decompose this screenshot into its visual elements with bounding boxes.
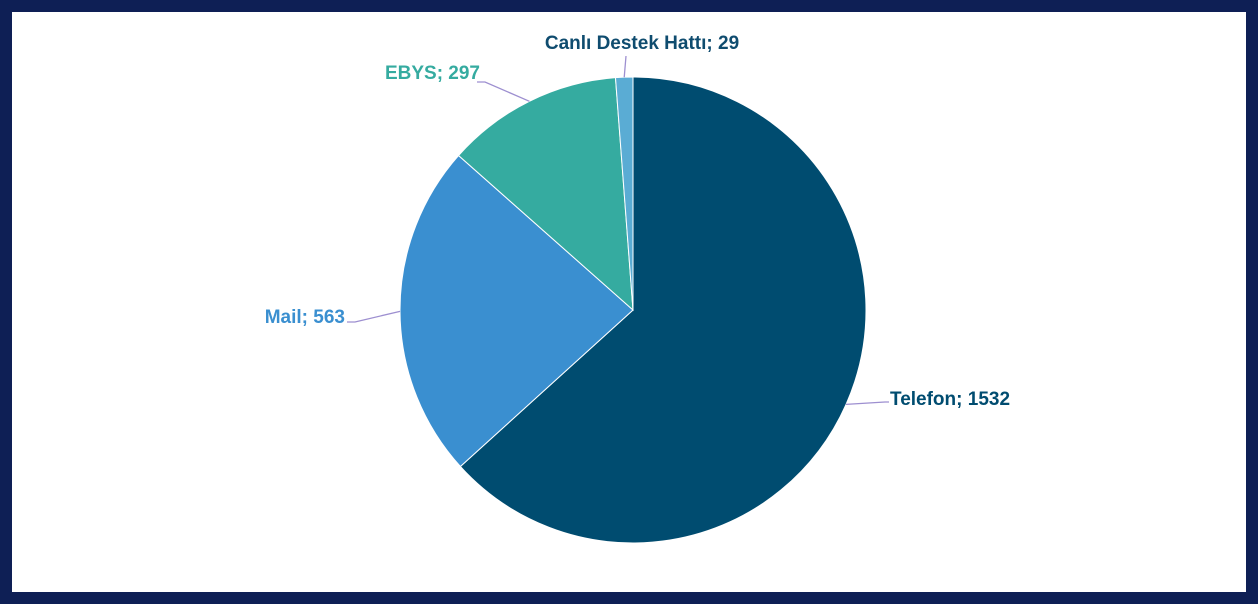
pie-slice [457,77,634,312]
leader-line [845,401,889,406]
pie-slice [459,76,867,544]
leader-line [347,310,401,323]
data-label: Mail; 563 [265,307,345,328]
data-label: Telefon; 1532 [890,389,1010,410]
pie-slice [614,76,634,311]
leader-line [623,55,627,78]
leader-line [477,81,530,102]
data-label: EBYS; 297 [385,63,480,84]
pie-slice [399,154,634,468]
data-label: Canlı Destek Hattı; 29 [545,33,739,54]
